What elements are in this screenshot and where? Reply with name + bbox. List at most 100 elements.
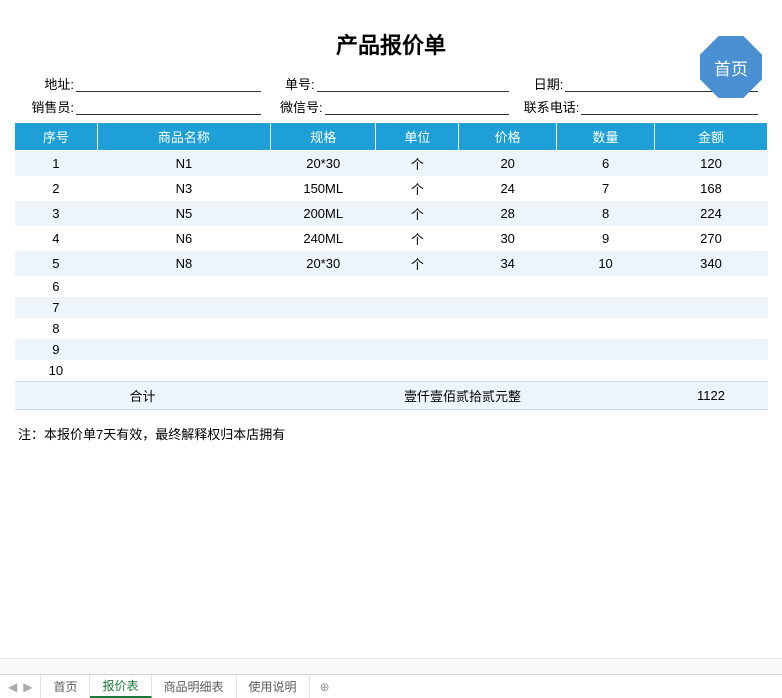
table-cell[interactable] — [271, 360, 376, 382]
table-cell[interactable]: 7 — [15, 297, 98, 318]
table-cell[interactable]: 10 — [15, 360, 98, 382]
table-cell[interactable]: 9 — [15, 339, 98, 360]
table-cell[interactable]: 20*30 — [271, 151, 376, 177]
table-cell[interactable] — [376, 360, 459, 382]
table-cell[interactable]: 340 — [655, 251, 768, 276]
table-row[interactable]: 6 — [15, 276, 768, 297]
table-cell[interactable] — [376, 276, 459, 297]
field-phone[interactable] — [581, 99, 758, 115]
table-cell[interactable]: 10 — [557, 251, 655, 276]
table-cell[interactable]: 1 — [15, 151, 98, 177]
table-cell[interactable]: 6 — [15, 276, 98, 297]
table-cell[interactable] — [557, 318, 655, 339]
table-cell[interactable]: N3 — [97, 176, 270, 201]
table-cell[interactable] — [655, 297, 768, 318]
table-cell[interactable]: 8 — [557, 201, 655, 226]
table-row[interactable]: 10 — [15, 360, 768, 382]
table-total-row: 合计 壹仟壹佰贰拾贰元整 1122 — [15, 382, 768, 410]
table-cell[interactable] — [655, 360, 768, 382]
table-cell[interactable] — [271, 318, 376, 339]
table-cell[interactable] — [557, 297, 655, 318]
table-cell[interactable] — [97, 339, 270, 360]
label-address: 地址: — [18, 74, 76, 93]
table-cell[interactable]: 9 — [557, 226, 655, 251]
table-cell[interactable]: 20 — [459, 151, 557, 177]
table-cell[interactable] — [459, 276, 557, 297]
table-cell[interactable]: 200ML — [271, 201, 376, 226]
table-cell[interactable] — [271, 276, 376, 297]
table-cell[interactable] — [655, 339, 768, 360]
label-date: 日期: — [515, 74, 565, 93]
table-cell[interactable]: 7 — [557, 176, 655, 201]
sheet-nav-controls[interactable]: ◀ ▶ — [0, 675, 41, 698]
table-row[interactable]: 5N820*30个3410340 — [15, 251, 768, 276]
table-cell[interactable] — [376, 339, 459, 360]
horizontal-scrollbar[interactable] — [0, 658, 782, 674]
table-cell[interactable]: 120 — [655, 151, 768, 177]
sheet-tab[interactable]: 报价表 — [90, 675, 151, 698]
table-cell[interactable]: 34 — [459, 251, 557, 276]
table-cell[interactable]: 5 — [15, 251, 98, 276]
label-phone: 联系电话: — [515, 97, 581, 116]
table-cell[interactable] — [557, 339, 655, 360]
table-cell[interactable]: 270 — [655, 226, 768, 251]
table-cell[interactable]: N5 — [97, 201, 270, 226]
table-cell[interactable] — [557, 360, 655, 382]
table-cell[interactable]: 224 — [655, 201, 768, 226]
table-cell[interactable]: 个 — [376, 201, 459, 226]
table-cell[interactable]: 个 — [376, 151, 459, 177]
table-cell[interactable]: 2 — [15, 176, 98, 201]
table-row[interactable]: 2N3150ML个247168 — [15, 176, 768, 201]
table-cell[interactable]: 个 — [376, 226, 459, 251]
table-cell[interactable]: 3 — [15, 201, 98, 226]
table-cell[interactable]: 240ML — [271, 226, 376, 251]
table-cell[interactable] — [97, 297, 270, 318]
worksheet: 产品报价单 首页 地址: 单号: 日期: 销售员: 微信号: 联系电话: — [0, 0, 782, 443]
table-cell[interactable]: 24 — [459, 176, 557, 201]
table-row[interactable]: 8 — [15, 318, 768, 339]
sheet-tab[interactable]: 使用说明 — [237, 675, 310, 698]
table-cell[interactable]: 150ML — [271, 176, 376, 201]
table-cell[interactable] — [459, 318, 557, 339]
table-cell[interactable] — [97, 276, 270, 297]
table-cell[interactable]: N8 — [97, 251, 270, 276]
table-header-cell: 价格 — [459, 123, 557, 151]
table-row[interactable]: 7 — [15, 297, 768, 318]
table-cell[interactable]: 30 — [459, 226, 557, 251]
table-cell[interactable]: 8 — [15, 318, 98, 339]
field-order-no[interactable] — [317, 76, 510, 92]
table-cell[interactable] — [97, 360, 270, 382]
table-cell[interactable]: 20*30 — [271, 251, 376, 276]
table-cell[interactable]: 6 — [557, 151, 655, 177]
table-cell[interactable] — [557, 276, 655, 297]
table-row[interactable]: 3N5200ML个288224 — [15, 201, 768, 226]
table-cell[interactable]: 28 — [459, 201, 557, 226]
table-cell[interactable] — [459, 339, 557, 360]
table-cell[interactable] — [655, 318, 768, 339]
table-cell[interactable]: N6 — [97, 226, 270, 251]
table-cell[interactable] — [97, 318, 270, 339]
table-cell[interactable] — [271, 297, 376, 318]
table-cell[interactable] — [655, 276, 768, 297]
sheet-tab[interactable]: 商品明细表 — [152, 675, 237, 698]
table-cell[interactable]: 个 — [376, 251, 459, 276]
table-cell[interactable]: 个 — [376, 176, 459, 201]
table-row[interactable]: 4N6240ML个309270 — [15, 226, 768, 251]
field-address[interactable] — [76, 76, 261, 92]
table-cell[interactable]: 4 — [15, 226, 98, 251]
field-wechat[interactable] — [325, 99, 510, 115]
nav-next-icon[interactable]: ▶ — [23, 680, 32, 694]
nav-prev-icon[interactable]: ◀ — [8, 680, 17, 694]
table-cell[interactable] — [271, 339, 376, 360]
table-cell[interactable]: N1 — [97, 151, 270, 177]
table-cell[interactable] — [459, 360, 557, 382]
sheet-tab[interactable]: 首页 — [41, 675, 90, 698]
table-row[interactable]: 1N120*30个206120 — [15, 151, 768, 177]
add-sheet-button[interactable]: ⊕ — [310, 675, 340, 698]
table-cell[interactable]: 168 — [655, 176, 768, 201]
table-cell[interactable] — [376, 318, 459, 339]
table-cell[interactable] — [376, 297, 459, 318]
table-row[interactable]: 9 — [15, 339, 768, 360]
field-salesperson[interactable] — [76, 99, 261, 115]
table-cell[interactable] — [459, 297, 557, 318]
